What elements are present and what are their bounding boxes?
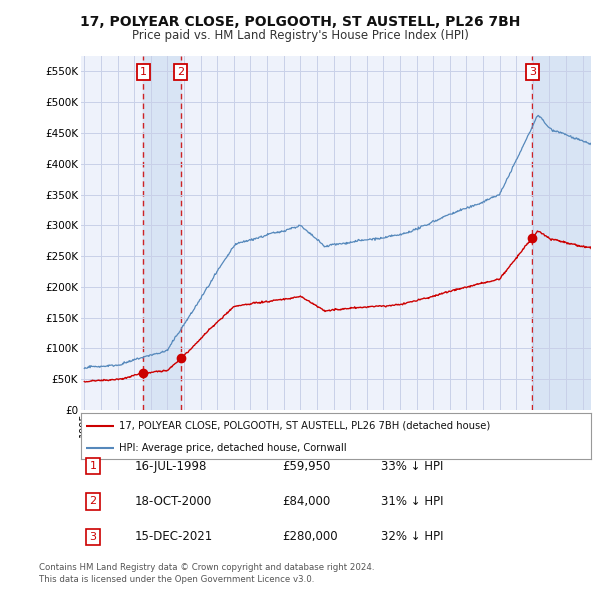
Bar — [143, 56, 181, 410]
Text: 31% ↓ HPI: 31% ↓ HPI — [381, 495, 443, 508]
Text: 3: 3 — [89, 532, 97, 542]
Text: 1: 1 — [140, 67, 146, 77]
Bar — [532, 56, 591, 410]
Text: Price paid vs. HM Land Registry's House Price Index (HPI): Price paid vs. HM Land Registry's House … — [131, 29, 469, 42]
Text: 2: 2 — [89, 497, 97, 506]
Text: Contains HM Land Registry data © Crown copyright and database right 2024.: Contains HM Land Registry data © Crown c… — [39, 563, 374, 572]
Text: 17, POLYEAR CLOSE, POLGOOTH, ST AUSTELL, PL26 7BH: 17, POLYEAR CLOSE, POLGOOTH, ST AUSTELL,… — [80, 15, 520, 30]
Text: 3: 3 — [529, 67, 536, 77]
Text: £84,000: £84,000 — [282, 495, 330, 508]
Text: 17, POLYEAR CLOSE, POLGOOTH, ST AUSTELL, PL26 7BH (detached house): 17, POLYEAR CLOSE, POLGOOTH, ST AUSTELL,… — [119, 421, 491, 431]
Text: HPI: Average price, detached house, Cornwall: HPI: Average price, detached house, Corn… — [119, 442, 347, 453]
Text: £280,000: £280,000 — [282, 530, 338, 543]
Text: 16-JUL-1998: 16-JUL-1998 — [135, 460, 208, 473]
Text: 33% ↓ HPI: 33% ↓ HPI — [381, 460, 443, 473]
Text: 2: 2 — [177, 67, 184, 77]
Text: 18-OCT-2000: 18-OCT-2000 — [135, 495, 212, 508]
Text: 15-DEC-2021: 15-DEC-2021 — [135, 530, 213, 543]
Text: 32% ↓ HPI: 32% ↓ HPI — [381, 530, 443, 543]
Text: 1: 1 — [89, 461, 97, 471]
Text: £59,950: £59,950 — [282, 460, 331, 473]
Text: This data is licensed under the Open Government Licence v3.0.: This data is licensed under the Open Gov… — [39, 575, 314, 584]
